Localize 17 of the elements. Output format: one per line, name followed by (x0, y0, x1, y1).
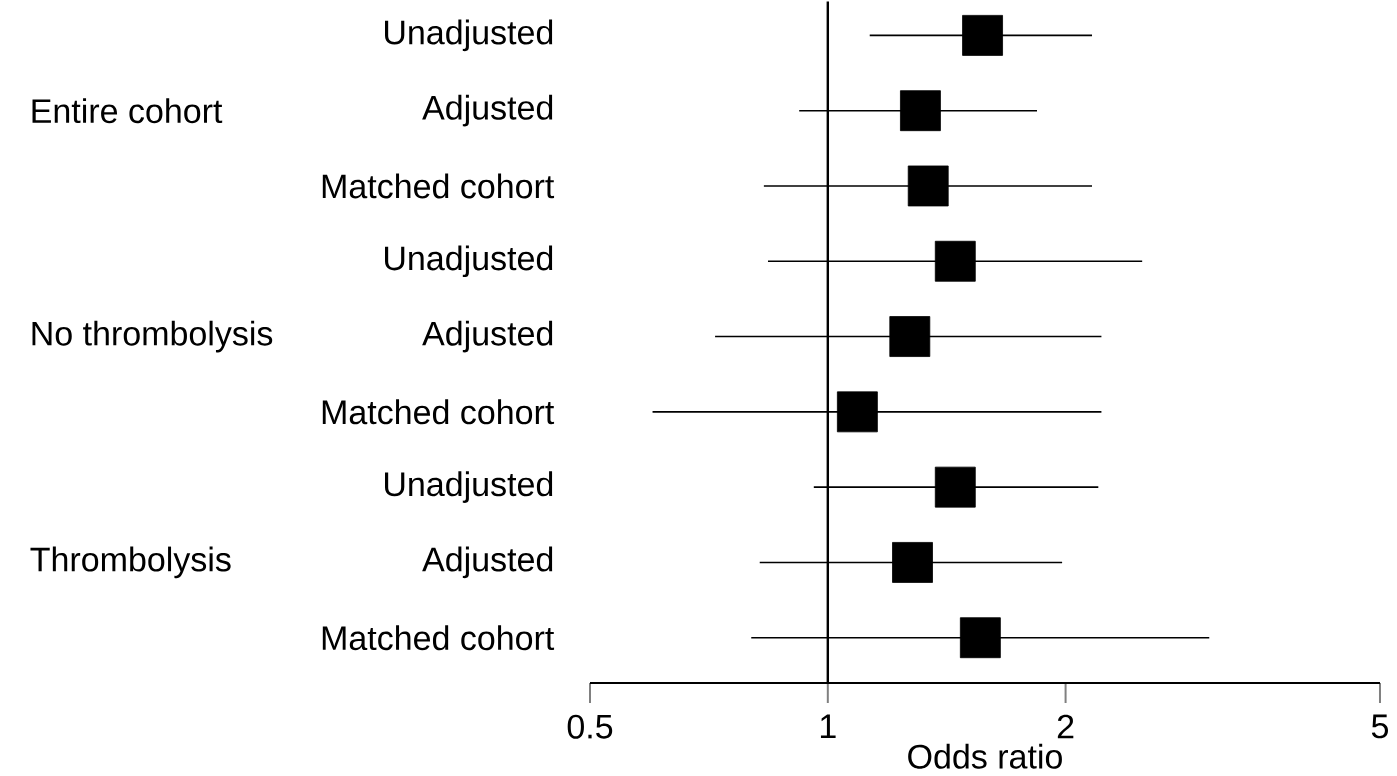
y-tick-label: Unadjusted (385, 19, 553, 52)
x-tick-label: 0.5 (567, 714, 613, 739)
y-tick-label: Matched cohort (322, 173, 555, 199)
y-tick-label: Adjusted (422, 94, 553, 127)
text: No thrombolysis (32, 320, 273, 353)
text: Entire cohort (32, 98, 223, 124)
y-tick-label: Unadjusted (385, 245, 553, 278)
x-tick-label: 2 (1057, 714, 1074, 739)
x-tick-label: 5 (1371, 714, 1388, 739)
y-tick-label: Unadjusted (385, 471, 553, 503)
x-tick-label: 1 (820, 714, 836, 739)
y-tick-label: Matched cohort (322, 399, 555, 425)
y-tick-label: Adjusted (422, 546, 553, 579)
text: Thrombolysis (30, 546, 231, 579)
x-axis-title: Odds ratio (908, 743, 1062, 769)
y-tick-label: Adjusted (422, 320, 553, 353)
y-tick-label: Matched cohort (322, 625, 555, 651)
